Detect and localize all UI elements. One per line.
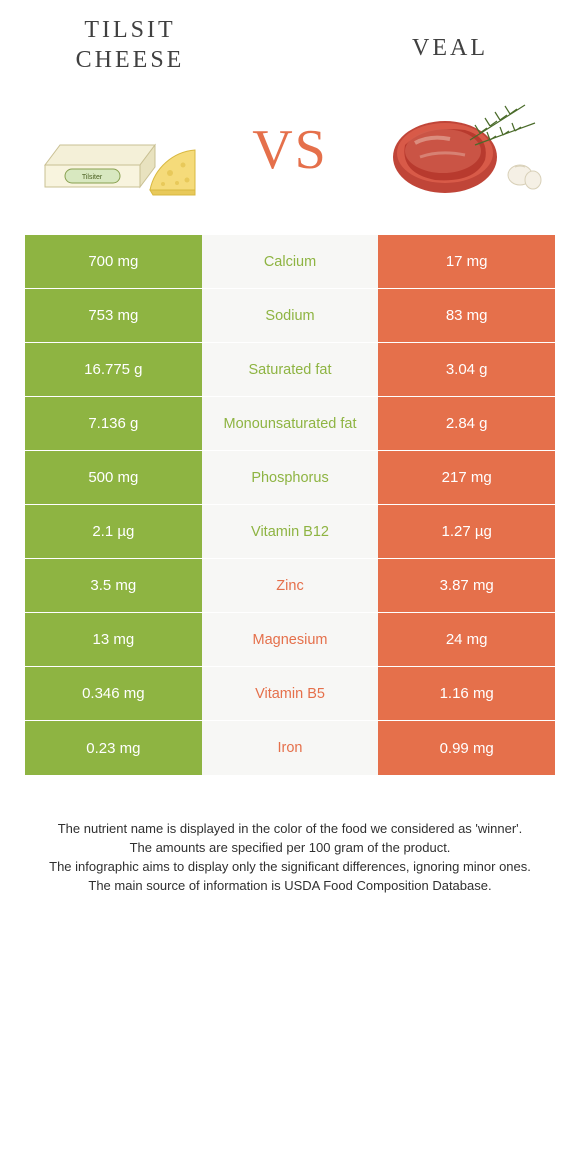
- nutrient-label: Phosphorus: [202, 451, 379, 504]
- title-line: TILSIT: [40, 15, 220, 45]
- right-value: 0.99 mg: [378, 721, 555, 775]
- footer-line: The infographic aims to display only the…: [35, 858, 545, 877]
- left-value: 13 mg: [25, 613, 202, 666]
- table-row: 0.23 mgIron0.99 mg: [25, 721, 555, 775]
- right-value: 3.04 g: [378, 343, 555, 396]
- nutrient-label: Monounsaturated fat: [202, 397, 379, 450]
- image-row: Tilsiter VS: [0, 75, 580, 235]
- nutrient-label: Iron: [202, 721, 379, 775]
- footer-line: The main source of information is USDA F…: [35, 877, 545, 896]
- footer-notes: The nutrient name is displayed in the co…: [0, 775, 580, 895]
- right-value: 3.87 mg: [378, 559, 555, 612]
- table-row: 500 mgPhosphorus217 mg: [25, 451, 555, 505]
- right-value: 83 mg: [378, 289, 555, 342]
- right-value: 24 mg: [378, 613, 555, 666]
- nutrient-label: Vitamin B5: [202, 667, 379, 720]
- nutrient-label: Sodium: [202, 289, 379, 342]
- nutrient-label: Zinc: [202, 559, 379, 612]
- right-value: 217 mg: [378, 451, 555, 504]
- nutrient-label: Vitamin B12: [202, 505, 379, 558]
- right-value: 17 mg: [378, 235, 555, 288]
- right-food-title: VEAL: [360, 15, 540, 63]
- table-row: 3.5 mgZinc3.87 mg: [25, 559, 555, 613]
- header: TILSIT CHEESE VEAL: [0, 0, 580, 75]
- table-row: 16.775 gSaturated fat3.04 g: [25, 343, 555, 397]
- left-value: 700 mg: [25, 235, 202, 288]
- table-row: 0.346 mgVitamin B51.16 mg: [25, 667, 555, 721]
- right-value: 2.84 g: [378, 397, 555, 450]
- table-row: 753 mgSodium83 mg: [25, 289, 555, 343]
- left-value: 3.5 mg: [25, 559, 202, 612]
- left-value: 0.23 mg: [25, 721, 202, 775]
- veal-image: [375, 95, 545, 205]
- title-line: VEAL: [360, 33, 540, 63]
- left-value: 16.775 g: [25, 343, 202, 396]
- title-line: CHEESE: [40, 45, 220, 75]
- table-row: 2.1 µgVitamin B121.27 µg: [25, 505, 555, 559]
- left-value: 500 mg: [25, 451, 202, 504]
- table-row: 13 mgMagnesium24 mg: [25, 613, 555, 667]
- left-value: 7.136 g: [25, 397, 202, 450]
- comparison-table: 700 mgCalcium17 mg753 mgSodium83 mg16.77…: [25, 235, 555, 775]
- left-value: 2.1 µg: [25, 505, 202, 558]
- footer-line: The amounts are specified per 100 gram o…: [35, 839, 545, 858]
- table-row: 7.136 gMonounsaturated fat2.84 g: [25, 397, 555, 451]
- right-value: 1.16 mg: [378, 667, 555, 720]
- left-food-title: TILSIT CHEESE: [40, 15, 220, 75]
- vs-label: VS: [252, 118, 328, 182]
- svg-text:Tilsiter: Tilsiter: [82, 174, 103, 181]
- nutrient-label: Saturated fat: [202, 343, 379, 396]
- left-value: 753 mg: [25, 289, 202, 342]
- table-row: 700 mgCalcium17 mg: [25, 235, 555, 289]
- footer-line: The nutrient name is displayed in the co…: [35, 820, 545, 839]
- right-value: 1.27 µg: [378, 505, 555, 558]
- cheese-image: Tilsiter: [35, 95, 205, 205]
- left-value: 0.346 mg: [25, 667, 202, 720]
- nutrient-label: Magnesium: [202, 613, 379, 666]
- nutrient-label: Calcium: [202, 235, 379, 288]
